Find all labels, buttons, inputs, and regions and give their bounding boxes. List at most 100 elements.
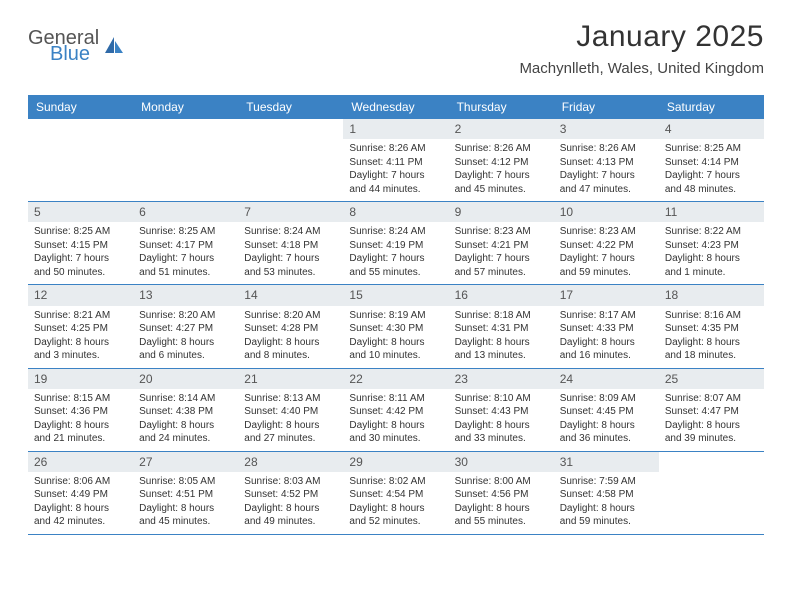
sunrise-text: Sunrise: 8:09 AM [560, 392, 653, 406]
calendar-cell: 16Sunrise: 8:18 AMSunset: 4:31 PMDayligh… [449, 285, 554, 367]
sunset-text: Sunset: 4:14 PM [665, 156, 758, 170]
daylight1-text: Daylight: 7 hours [560, 169, 653, 183]
daylight2-text: and 48 minutes. [665, 183, 758, 197]
sunset-text: Sunset: 4:30 PM [349, 322, 442, 336]
calendar-cell: 5Sunrise: 8:25 AMSunset: 4:15 PMDaylight… [28, 202, 133, 284]
daylight2-text: and 36 minutes. [560, 432, 653, 446]
sunset-text: Sunset: 4:11 PM [349, 156, 442, 170]
sunset-text: Sunset: 4:31 PM [455, 322, 548, 336]
day-number: 15 [343, 285, 448, 305]
daylight2-text: and 55 minutes. [349, 266, 442, 280]
sunset-text: Sunset: 4:45 PM [560, 405, 653, 419]
sunset-text: Sunset: 4:19 PM [349, 239, 442, 253]
day-number: 3 [554, 119, 659, 139]
sunrise-text: Sunrise: 8:25 AM [139, 225, 232, 239]
daylight2-text: and 49 minutes. [244, 515, 337, 529]
sunset-text: Sunset: 4:54 PM [349, 488, 442, 502]
day-number: 31 [554, 452, 659, 472]
sunset-text: Sunset: 4:43 PM [455, 405, 548, 419]
daylight2-text: and 50 minutes. [34, 266, 127, 280]
calendar-cell: 23Sunrise: 8:10 AMSunset: 4:43 PMDayligh… [449, 369, 554, 451]
daylight1-text: Daylight: 8 hours [139, 419, 232, 433]
week-row: 5Sunrise: 8:25 AMSunset: 4:15 PMDaylight… [28, 202, 764, 285]
sunrise-text: Sunrise: 8:24 AM [244, 225, 337, 239]
sunset-text: Sunset: 4:51 PM [139, 488, 232, 502]
sunrise-text: Sunrise: 8:26 AM [349, 142, 442, 156]
day-number: 12 [28, 285, 133, 305]
daylight1-text: Daylight: 7 hours [34, 252, 127, 266]
sunset-text: Sunset: 4:58 PM [560, 488, 653, 502]
calendar-cell: 10Sunrise: 8:23 AMSunset: 4:22 PMDayligh… [554, 202, 659, 284]
daylight1-text: Daylight: 8 hours [34, 336, 127, 350]
week-row: 1Sunrise: 8:26 AMSunset: 4:11 PMDaylight… [28, 119, 764, 202]
calendar-cell: 20Sunrise: 8:14 AMSunset: 4:38 PMDayligh… [133, 369, 238, 451]
day-number: 17 [554, 285, 659, 305]
calendar-cell: 8Sunrise: 8:24 AMSunset: 4:19 PMDaylight… [343, 202, 448, 284]
day-number: 18 [659, 285, 764, 305]
sunset-text: Sunset: 4:12 PM [455, 156, 548, 170]
sunrise-text: Sunrise: 8:26 AM [560, 142, 653, 156]
sunset-text: Sunset: 4:21 PM [455, 239, 548, 253]
calendar-cell: 30Sunrise: 8:00 AMSunset: 4:56 PMDayligh… [449, 452, 554, 534]
daylight1-text: Daylight: 7 hours [349, 252, 442, 266]
title-block: January 2025 Machynlleth, Wales, United … [519, 20, 764, 77]
sunrise-text: Sunrise: 8:05 AM [139, 475, 232, 489]
calendar-cell: 31Sunrise: 7:59 AMSunset: 4:58 PMDayligh… [554, 452, 659, 534]
day-number: 7 [238, 202, 343, 222]
day-number: 23 [449, 369, 554, 389]
daylight2-text: and 39 minutes. [665, 432, 758, 446]
daylight1-text: Daylight: 7 hours [139, 252, 232, 266]
daylight1-text: Daylight: 8 hours [455, 336, 548, 350]
daylight2-text: and 51 minutes. [139, 266, 232, 280]
daylight2-text: and 8 minutes. [244, 349, 337, 363]
daylight2-text: and 59 minutes. [560, 266, 653, 280]
daylight1-text: Daylight: 8 hours [349, 502, 442, 516]
daylight2-text: and 21 minutes. [34, 432, 127, 446]
daylight2-text: and 16 minutes. [560, 349, 653, 363]
daylight1-text: Daylight: 7 hours [560, 252, 653, 266]
sunrise-text: Sunrise: 8:25 AM [34, 225, 127, 239]
logo-text-blue: Blue [50, 44, 99, 64]
sunset-text: Sunset: 4:17 PM [139, 239, 232, 253]
sunrise-text: Sunrise: 8:11 AM [349, 392, 442, 406]
calendar-cell: 15 Sunrise: 8:19 AMSunset: 4:30 PMDayligh… [343, 285, 448, 367]
calendar-cell: 27Sunrise: 8:05 AMSunset: 4:51 PMDayligh… [133, 452, 238, 534]
sunrise-text: Sunrise: 8:22 AM [665, 225, 758, 239]
logo: General Blue [28, 20, 125, 64]
calendar-cell: 28Sunrise: 8:03 AMSunset: 4:52 PMDayligh… [238, 452, 343, 534]
daylight1-text: Daylight: 7 hours [455, 252, 548, 266]
sunset-text: Sunset: 4:25 PM [34, 322, 127, 336]
day-header-row: Sunday Monday Tuesday Wednesday Thursday… [28, 95, 764, 119]
daylight1-text: Daylight: 8 hours [665, 336, 758, 350]
calendar-cell: 25Sunrise: 8:07 AMSunset: 4:47 PMDayligh… [659, 369, 764, 451]
sunset-text: Sunset: 4:18 PM [244, 239, 337, 253]
sunset-text: Sunset: 4:42 PM [349, 405, 442, 419]
calendar-cell: 12Sunrise: 8:21 AMSunset: 4:25 PMDayligh… [28, 285, 133, 367]
week-row: 19Sunrise: 8:15 AMSunset: 4:36 PMDayligh… [28, 369, 764, 452]
day-number: 20 [133, 369, 238, 389]
sunrise-text: Sunrise: 8:24 AM [349, 225, 442, 239]
daylight1-text: Daylight: 7 hours [244, 252, 337, 266]
calendar-cell: 1Sunrise: 8:26 AMSunset: 4:11 PMDaylight… [343, 119, 448, 201]
day-number: 5 [28, 202, 133, 222]
sunrise-text: Sunrise: 8:19 AM [349, 309, 442, 323]
daylight1-text: Daylight: 8 hours [665, 419, 758, 433]
calendar-cell: 14Sunrise: 8:20 AMSunset: 4:28 PMDayligh… [238, 285, 343, 367]
calendar-cell: 7 Sunrise: 8:24 AMSunset: 4:18 PMDaylight… [238, 202, 343, 284]
daylight2-text: and 18 minutes. [665, 349, 758, 363]
daylight2-text: and 44 minutes. [349, 183, 442, 197]
daylight1-text: Daylight: 8 hours [349, 336, 442, 350]
calendar-cell [133, 119, 238, 201]
day-number: 25 [659, 369, 764, 389]
daylight1-text: Daylight: 7 hours [455, 169, 548, 183]
day-number: 14 [238, 285, 343, 305]
daylight1-text: Daylight: 7 hours [349, 169, 442, 183]
sunset-text: Sunset: 4:38 PM [139, 405, 232, 419]
day-number: 2 [449, 119, 554, 139]
sunrise-text: Sunrise: 8:07 AM [665, 392, 758, 406]
day-header-monday: Monday [133, 95, 238, 119]
header: General Blue January 2025 Machynlleth, W… [28, 20, 764, 77]
day-number: 24 [554, 369, 659, 389]
day-number: 30 [449, 452, 554, 472]
calendar-cell: 3Sunrise: 8:26 AMSunset: 4:13 PMDaylight… [554, 119, 659, 201]
